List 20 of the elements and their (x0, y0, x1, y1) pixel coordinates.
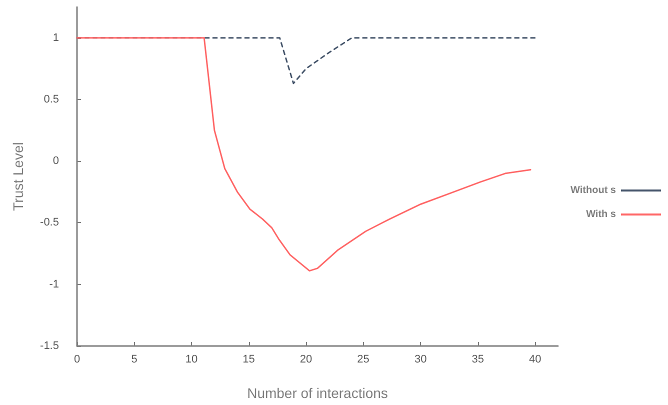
x-tick-label: 0 (74, 354, 80, 366)
x-tick-label: 5 (131, 354, 138, 366)
x-axis-title: Number of interactions (247, 385, 388, 401)
x-tick-label: 15 (242, 354, 255, 366)
x-tick-label: 20 (300, 354, 312, 366)
y-tick-label: -1 (49, 278, 59, 290)
line-series (76, 37, 532, 272)
y-tick-label: 0 (52, 155, 59, 168)
legend-label: Without s (570, 185, 616, 196)
y-tick-label: -0.5 (40, 216, 59, 229)
y-tick-label: 1 (52, 32, 59, 44)
y-tick-label: -1.5 (40, 340, 59, 352)
y-axis-title: Trust Level (10, 142, 26, 211)
y-tick-label: 0.5 (44, 93, 59, 106)
x-tick-label: 10 (185, 354, 198, 366)
x-tick-label: 30 (414, 354, 427, 366)
legend-label: With s (586, 209, 616, 220)
x-tick-label: 40 (528, 354, 542, 366)
x-tick-label: 35 (472, 354, 484, 366)
x-tick-label: 25 (357, 354, 370, 366)
